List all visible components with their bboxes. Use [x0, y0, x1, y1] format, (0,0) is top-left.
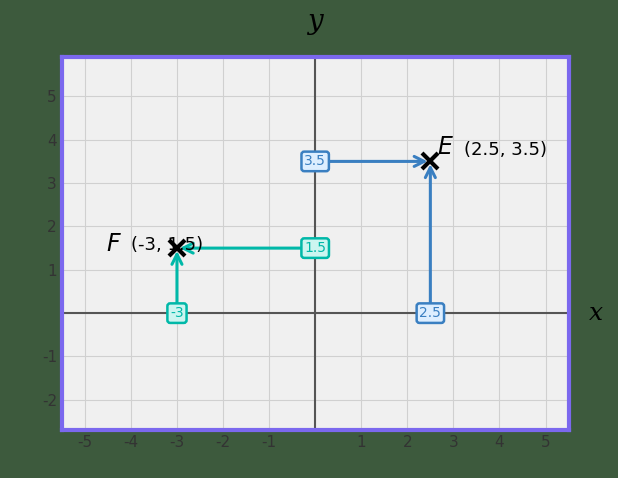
- Text: 3.5: 3.5: [304, 154, 326, 168]
- Text: (-3, 1.5): (-3, 1.5): [131, 236, 203, 254]
- Text: 2.5: 2.5: [420, 306, 441, 320]
- Text: (2.5, 3.5): (2.5, 3.5): [464, 141, 546, 159]
- Text: x: x: [589, 302, 603, 325]
- Text: y: y: [307, 8, 323, 35]
- Text: -3: -3: [170, 306, 184, 320]
- Text: $F$: $F$: [106, 233, 121, 256]
- Text: 1.5: 1.5: [304, 241, 326, 255]
- Text: $E$: $E$: [438, 136, 454, 159]
